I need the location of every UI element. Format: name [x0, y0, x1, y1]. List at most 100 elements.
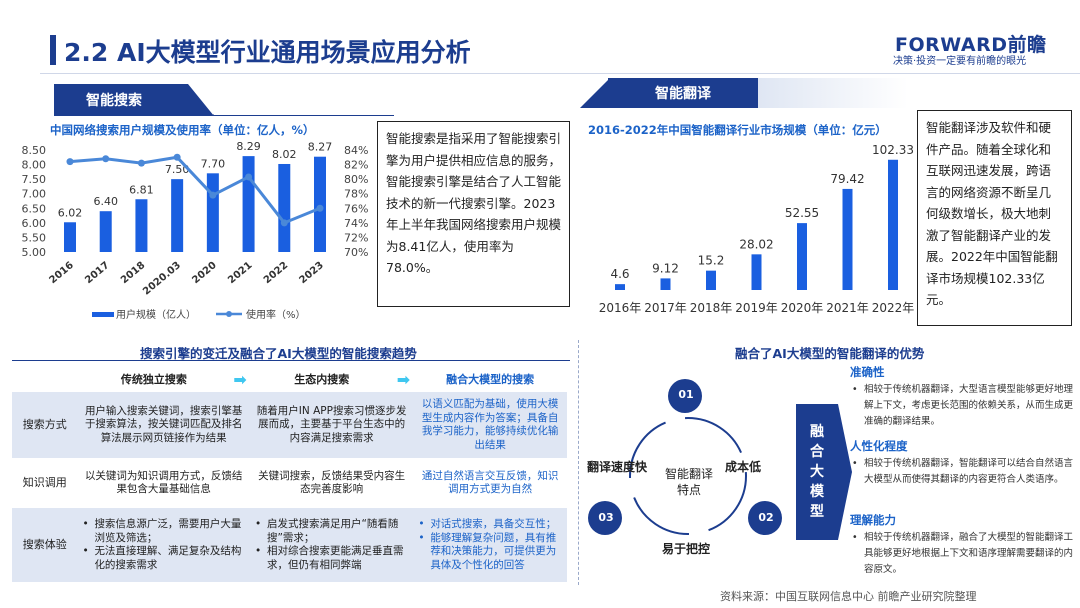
- evolution-title-line: [12, 360, 570, 361]
- usage-rate-point: [245, 173, 253, 181]
- table-cell: 对话式搜索，具备交互性； 能够理解复杂问题，具有推荐和决策能力，可提供更为具体及…: [413, 508, 567, 582]
- bar-value-label: 6.40: [93, 195, 118, 208]
- advantage-understanding-heading: 理解能力: [850, 513, 896, 527]
- usage-rate-point: [102, 155, 110, 163]
- bar-value-label: 28.02: [739, 237, 773, 251]
- x-tick-label: 2020年: [781, 301, 824, 315]
- tab-smart-translate[interactable]: 智能翻译: [608, 78, 758, 108]
- y2-tick-label: 82%: [344, 159, 368, 172]
- x-tick-label: 2020: [190, 260, 218, 286]
- brand-logo: FORWARD前瞻: [895, 34, 1047, 56]
- title-accent-bar: [50, 35, 56, 65]
- tab-fade: [758, 78, 908, 108]
- x-tick-label: 2019年: [735, 301, 778, 315]
- table-cell: 以语义匹配为基础，使用大模型生成内容作为答案；具备自我学习能力，能够持续优化输出…: [421, 398, 559, 451]
- tab-underline: [54, 115, 394, 116]
- evolution-table: 传统独立搜索 ➡ 生态内搜索 ➡ 融合大模型的搜索 搜索方式 用户输入搜索关键词…: [12, 366, 567, 582]
- bar-value-label: 6.02: [58, 206, 83, 219]
- x-tick-label: 2017: [83, 260, 111, 286]
- table-cell: 搜索信息源广泛，需要用户大量浏览及筛选； 无法直接理解、满足复杂及结构化的搜索需…: [77, 508, 250, 582]
- list-item: 搜索信息源广泛，需要用户大量浏览及筛选；: [82, 518, 245, 545]
- x-tick-label: 2021年: [826, 301, 869, 315]
- evolution-title: 搜索引擎的变迁及融合了AI大模型的智能搜索趋势: [140, 346, 417, 361]
- translate-description: 智能翻译涉及软件和硬件产品。随着全球化和互联网迅速发展，跨语言的网络资源不断呈几…: [917, 110, 1072, 326]
- bar-value-label: 52.55: [785, 206, 819, 220]
- usage-rate-line: [69, 155, 321, 225]
- x-tick-label: 2016年: [599, 301, 642, 315]
- bar-value-label: 8.02: [272, 148, 297, 161]
- node-01: [668, 379, 702, 413]
- search-description: 智能搜索是指采用了智能搜索引擎为用户提供相应信息的服务，智能搜索引擎是结合了人工…: [377, 121, 570, 307]
- x-tick-label: 2022: [262, 260, 290, 286]
- y2-tick-label: 70%: [344, 246, 368, 259]
- arrow-icon: ➡: [233, 369, 247, 389]
- table-cell: 通过自然语言交互反馈，知识调用方式更为自然: [421, 469, 559, 496]
- table-cell: 启发式搜索满足用户“随看随搜”需求； 相对综合搜索更能满足垂直需求，但仍有相同弊…: [250, 508, 413, 582]
- bar-value-label: 8.29: [236, 140, 261, 153]
- advantages-title: 融合了AI大模型的智能翻译的优势: [735, 346, 925, 361]
- search-description-text: 智能搜索是指采用了智能搜索引擎为用户提供相应信息的服务，智能搜索引擎是结合了人工…: [386, 131, 562, 275]
- page-title: 2.2 AI大模型行业通用场景应用分析: [64, 38, 471, 67]
- x-tick-label: 2017年: [644, 301, 687, 315]
- bar-value-label: 8.27: [308, 141, 333, 154]
- advantage-humanized-text: 相较于传统机器翻译，智能翻译可以结合自然语言大模型从而使得其翻译的内容更符合人类…: [852, 456, 1074, 488]
- usage-rate-point: [209, 191, 217, 199]
- header-divider: [40, 73, 1080, 74]
- bar: [797, 223, 807, 290]
- row-label: 搜索体验: [22, 538, 67, 552]
- brand-slogan: 决策·投资一定要有前瞻的眼光: [893, 56, 1027, 67]
- bar: [751, 254, 762, 290]
- y-tick-label: 5.50: [22, 231, 47, 244]
- tab-slant-left: [580, 78, 610, 108]
- bar-value-label: 79.42: [830, 172, 864, 186]
- col-header-llm: 融合大模型的搜索: [446, 373, 535, 386]
- table-cell: 以关键词为知识调用方式，反馈结果包含大量基础信息: [84, 469, 243, 496]
- node-02-number: 02: [758, 511, 774, 524]
- x-tick-label: 2018: [119, 260, 147, 286]
- node-02-label: 易于把控: [662, 542, 711, 556]
- bar-value-label: 15.2: [698, 254, 725, 268]
- usage-rate-point: [316, 204, 324, 212]
- node-02: [748, 501, 782, 535]
- table-cell: 用户输入搜索关键词，搜索引擎基于搜索算法，按关键词匹配及排名算法展示网页链接作为…: [84, 404, 243, 444]
- x-tick-label: 2018年: [690, 301, 733, 315]
- bar: [314, 156, 326, 252]
- llm-fusion-label: 融合大模型: [796, 404, 838, 540]
- usage-rate-point: [137, 159, 145, 167]
- usage-rate-point: [66, 158, 74, 166]
- fusion-arrow: [838, 404, 852, 540]
- bar: [242, 156, 255, 252]
- bar: [660, 278, 671, 290]
- list-item: 能够理解复杂问题，具有推荐和决策能力，可提供更为具体及个性化的回答: [418, 532, 562, 573]
- y-tick-label: 6.50: [22, 202, 47, 215]
- bar-value-label: 7.70: [201, 157, 226, 170]
- y-tick-label: 8.50: [22, 144, 47, 157]
- translate-description-text: 智能翻译涉及软件和硬件产品。随着全球化和互联网迅速发展，跨语言的网络资源不断呈几…: [926, 120, 1058, 307]
- section-divider: [578, 340, 579, 585]
- advantage-accuracy-text: 相较于传统机器翻译，大型语言模型能够更好地理解上下文，考虑更长范围的依赖关系，从…: [852, 382, 1074, 430]
- col-header-traditional: 传统独立搜索: [120, 373, 187, 386]
- list-item: 相对综合搜索更能满足垂直需求，但仍有相同弊端: [255, 545, 408, 572]
- bar-value-label: 102.33: [872, 143, 914, 157]
- tab-slant-decoration: [174, 84, 214, 116]
- x-tick-label: 2020.03: [141, 260, 183, 298]
- tab-smart-search[interactable]: 智能搜索: [54, 84, 174, 116]
- y2-tick-label: 80%: [344, 173, 368, 186]
- translate-chart-title: 2016-2022年中国智能翻译行业市场规模（单位：亿元）: [588, 123, 887, 137]
- y-tick-label: 7.50: [22, 173, 47, 186]
- search-chart: 8.508.007.507.006.506.005.505.0084%82%80…: [22, 140, 369, 321]
- col-header-ecosystem: 生态内搜索: [294, 373, 350, 386]
- legend-line-marker: [226, 311, 232, 317]
- bar: [706, 270, 716, 290]
- x-tick-label: 2022年: [872, 301, 915, 315]
- advantage-humanized-heading: 人性化程度: [850, 439, 908, 453]
- table-header-row: 传统独立搜索 ➡ 生态内搜索 ➡ 融合大模型的搜索: [12, 366, 567, 392]
- y-tick-label: 6.00: [22, 217, 47, 230]
- bar: [888, 159, 898, 290]
- bar: [171, 179, 184, 252]
- legend-line-label: 使用率（%）: [246, 308, 306, 321]
- y2-tick-label: 78%: [344, 188, 368, 201]
- table-row: 搜索方式 用户输入搜索关键词，搜索引擎基于搜索算法，按关键词匹配及排名算法展示网…: [12, 392, 567, 458]
- y2-tick-label: 74%: [344, 217, 368, 230]
- bar-value-label: 9.12: [652, 261, 679, 275]
